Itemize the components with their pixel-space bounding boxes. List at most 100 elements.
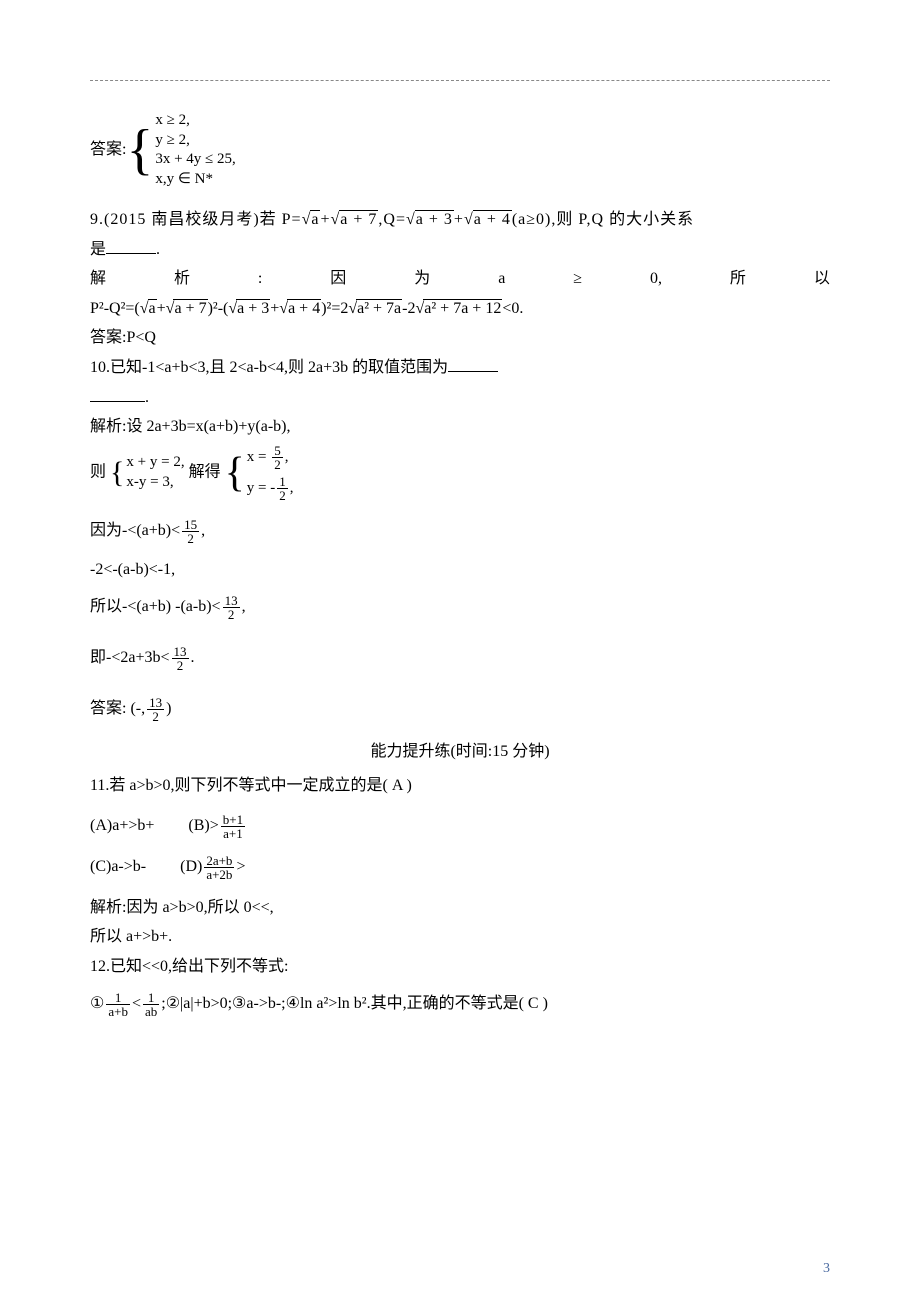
- numerator: 1: [106, 991, 130, 1005]
- text: .: [191, 650, 195, 667]
- numerator: 13: [172, 645, 189, 659]
- numerator: 15: [182, 518, 199, 532]
- text: ,Q=: [378, 211, 406, 228]
- option-b: (B)>b+1a+1: [188, 813, 247, 840]
- q9-stem: 9.(2015 南昌校级月考)若 P=a+a + 7,Q=a + 3+a + 4…: [90, 207, 830, 233]
- denominator: 2: [272, 458, 283, 471]
- text: 则: [90, 463, 106, 480]
- fraction: 52: [272, 444, 283, 471]
- left-brace-icon: {: [225, 452, 245, 494]
- text: ,: [242, 599, 246, 616]
- text: (D): [180, 858, 202, 875]
- q10-sol-5: 所以-<(a+b) -(a-b)<132,: [90, 594, 830, 621]
- page-container: 答案: { x ≥ 2, y ≥ 2, 3x + 4y ≤ 25, x,y ∈ …: [0, 0, 920, 1302]
- sqrt: a + 7: [166, 296, 208, 322]
- fraction: 132: [223, 594, 240, 621]
- fraction: 152: [182, 518, 199, 545]
- q11-sol-1: 解析:因为 a>b>0,所以 0<<,: [90, 895, 830, 921]
- radicand: a: [310, 210, 320, 228]
- cases-2: x + y = 2, x-y = 3,: [126, 453, 184, 492]
- text: 答案: (-,: [90, 701, 145, 718]
- sqrt: a² + 7a + 12: [415, 296, 502, 322]
- sqrt: a + 7: [331, 207, 379, 233]
- sqrt: a + 3: [228, 296, 270, 322]
- numerator: b+1: [221, 813, 245, 827]
- radicand: a + 4: [287, 299, 321, 317]
- option-d: (D)2a+ba+2b>: [180, 854, 245, 881]
- circled-number-icon: ①: [90, 991, 104, 1017]
- fraction: 1a+b: [106, 991, 130, 1018]
- text: 解得: [189, 463, 221, 480]
- q10-sol-1: 解析:设 2a+3b=x(a+b)+y(a-b),: [90, 414, 830, 440]
- fill-blank: [106, 238, 156, 253]
- numerator: 5: [272, 444, 283, 458]
- cases-1: x ≥ 2, y ≥ 2, 3x + 4y ≤ 25, x,y ∈ N*: [155, 111, 235, 189]
- text: )²-(: [208, 300, 229, 317]
- fraction: 132: [172, 645, 189, 672]
- text: 解: [90, 266, 106, 292]
- text: +: [157, 300, 166, 317]
- case-line: x ≥ 2,: [155, 111, 235, 131]
- sqrt: a: [302, 207, 321, 233]
- q10-stem: 10.已知-1<a+b<3,且 2<a-b<4,则 2a+3b 的取值范围为: [90, 355, 830, 381]
- text: (a≥0),则 P,Q 的大小关系: [512, 211, 694, 228]
- cases-inline: { x = 52, y = -12,: [225, 444, 294, 502]
- text: x =: [247, 449, 270, 465]
- cases-3: x = 52, y = -12,: [247, 444, 294, 502]
- q10-stem-2: .: [90, 385, 830, 411]
- answer-label: 答案:: [90, 137, 126, 163]
- fill-blank: [448, 357, 498, 372]
- radicand: a + 3: [415, 210, 454, 228]
- radicand: a² + 7a + 12: [423, 299, 502, 317]
- text: .: [156, 241, 160, 258]
- answer-brace-1: 答案: { x ≥ 2, y ≥ 2, 3x + 4y ≤ 25, x,y ∈ …: [90, 111, 830, 189]
- text: ,: [201, 522, 205, 539]
- left-brace-icon: {: [110, 458, 124, 488]
- text: ): [166, 701, 171, 718]
- text: 是: [90, 241, 106, 258]
- q10-sol-3: 因为-<(a+b)<152,: [90, 518, 830, 545]
- numerator: 13: [147, 696, 164, 710]
- fraction: 12: [277, 475, 288, 502]
- text: 所: [730, 266, 746, 292]
- denominator: a+b: [106, 1005, 130, 1018]
- top-separator: [90, 80, 830, 81]
- fraction: 1ab: [143, 991, 159, 1018]
- text: >: [236, 858, 245, 875]
- text: 因: [330, 266, 346, 292]
- text: )²=2: [321, 300, 348, 317]
- text: 9.(2015 南昌校级月考)若 P=: [90, 211, 302, 228]
- denominator: a+1: [221, 827, 245, 840]
- radicand: a + 4: [473, 210, 512, 228]
- q9-sol-line2: P²-Q²=(a+a + 7)²-(a + 3+a + 4)²=2a² + 7a…: [90, 296, 830, 322]
- text: 0,: [650, 266, 662, 292]
- text: 所以-<(a+b) -(a-b)<: [90, 599, 221, 616]
- sqrt: a² + 7a: [348, 296, 402, 322]
- text: :: [258, 266, 262, 292]
- page-number: 3: [823, 1258, 830, 1280]
- sqrt: a + 4: [464, 207, 512, 233]
- text: <: [132, 995, 141, 1012]
- left-brace-icon: {: [126, 122, 153, 178]
- numerator: 1: [277, 475, 288, 489]
- case-line: 3x + 4y ≤ 25,: [155, 150, 235, 170]
- denominator: 2: [172, 659, 189, 672]
- text: +: [454, 211, 464, 228]
- q12-stem: 12.已知<<0,给出下列不等式:: [90, 954, 830, 980]
- q10-sol-2: 则 { x + y = 2, x-y = 3, 解得 { x = 52, y =…: [90, 444, 830, 502]
- fill-blank: [90, 386, 145, 401]
- text: 以: [814, 266, 830, 292]
- text: 为: [414, 266, 430, 292]
- sqrt: a: [140, 296, 157, 322]
- fraction: b+1a+1: [221, 813, 245, 840]
- q11-stem: 11.若 a>b>0,则下列不等式中一定成立的是( A ): [90, 773, 830, 799]
- case-line: x-y = 3,: [126, 473, 184, 493]
- case-line: x = 52,: [247, 444, 294, 471]
- denominator: a+2b: [204, 868, 234, 881]
- text: a: [498, 266, 505, 292]
- denominator: 2: [277, 489, 288, 502]
- text: +: [270, 300, 279, 317]
- text: ;②|a|+b>0;③a->b-;④ln a²>ln b².其中,正确的不等式是…: [161, 995, 548, 1012]
- q12-choices: ①1a+b<1ab;②|a|+b>0;③a->b-;④ln a²>ln b².其…: [90, 991, 830, 1018]
- q11-sol-2: 所以 a+>b+.: [90, 924, 830, 950]
